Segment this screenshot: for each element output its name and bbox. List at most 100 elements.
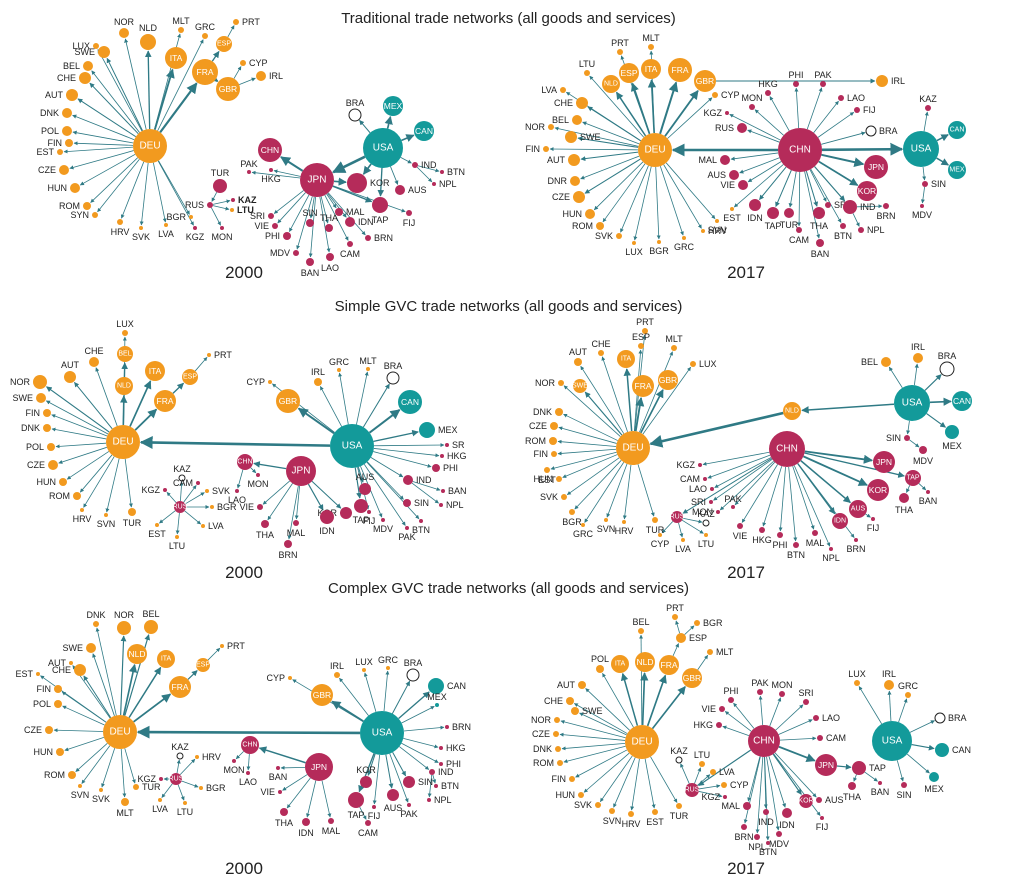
- node-label-nld: NLD: [128, 649, 145, 659]
- node-label-bgr: BGR: [562, 517, 582, 527]
- node-label-ban: BAN: [919, 496, 938, 506]
- node-label-can: CAN: [447, 681, 466, 691]
- node-label-deu: DEU: [109, 727, 130, 738]
- node-gbr: [276, 389, 300, 413]
- edge-DEU-BGR: [655, 166, 661, 240]
- edge-DEU-NLD: [144, 50, 152, 130]
- edge-USA-TAP: [377, 167, 385, 197]
- node-label-tap: TAP: [372, 215, 389, 225]
- node-svk: [99, 788, 103, 792]
- node-label-usa: USA: [911, 144, 932, 155]
- node-mlt: [648, 44, 654, 50]
- edge-RUS-LVA: [161, 783, 173, 798]
- node-label-lao: LAO: [228, 495, 246, 505]
- node-label-rus: RUS: [169, 776, 184, 783]
- node-jpn: [815, 754, 837, 776]
- edge-USA-MEX: [373, 429, 419, 443]
- node-ltu: [699, 761, 705, 767]
- node-label-prt: PRT: [242, 17, 260, 27]
- edge-USA-KAZ: [923, 111, 929, 132]
- node-label-bgr: BGR: [166, 212, 186, 222]
- edge-DEU-ROM: [90, 157, 138, 203]
- edge-DEU-FRA: [133, 693, 172, 723]
- year-label-simple-2000: 2000: [225, 563, 263, 582]
- node-vie: [272, 223, 278, 229]
- node-usa: [894, 385, 930, 421]
- node-sri: [803, 699, 809, 705]
- edge-CHN-PAK: [806, 87, 823, 130]
- node-ind: [412, 162, 418, 168]
- node-label-tap: TAP: [906, 475, 919, 482]
- edge-GBR-MLT: [697, 654, 709, 671]
- node-label-bel: BEL: [632, 617, 649, 627]
- node-label-can: CAN: [415, 126, 433, 136]
- node-dnr: [570, 176, 580, 186]
- edge-JPN-BRN: [327, 192, 366, 236]
- node-lux: [122, 330, 128, 336]
- edge-USA-MEX: [906, 753, 930, 774]
- node-ind: [843, 200, 857, 214]
- node-jpn: [286, 456, 316, 486]
- edge-DEU-ITA: [128, 666, 162, 719]
- node-label-bel: BEL: [118, 351, 131, 358]
- node-aut: [64, 371, 76, 383]
- edge-CHN-FIJ: [817, 111, 855, 138]
- node-label-gbr: GBR: [683, 673, 701, 683]
- node-label-vie: VIE: [720, 180, 735, 190]
- node-label-hun: HUN: [534, 474, 554, 484]
- edge-RUS-LVA: [697, 774, 711, 786]
- edge-CHN-MON: [250, 467, 257, 474]
- node-bra: [348, 108, 362, 122]
- node-lva: [710, 769, 716, 775]
- node-label-pol: POL: [26, 442, 44, 452]
- node-lux: [632, 241, 636, 245]
- node-npl: [754, 834, 760, 840]
- year-label-simple-2017: 2017: [727, 563, 765, 582]
- node-can: [935, 743, 949, 757]
- node-tha: [899, 493, 909, 503]
- node-label-lux: LUX: [699, 359, 717, 369]
- node-esp: [619, 63, 639, 83]
- node-label-btn: BTN: [787, 550, 805, 560]
- edge-GBR-IRL: [239, 77, 256, 85]
- node-label-rus: RUS: [173, 504, 188, 511]
- node-label-bra: BRA: [404, 658, 423, 668]
- node-kgz: [698, 463, 702, 467]
- edge-USA-AUS: [390, 166, 399, 185]
- node-vie: [257, 504, 263, 510]
- node-ltu: [175, 535, 179, 539]
- node-label-pol: POL: [33, 699, 51, 709]
- node-label-cze: CZE: [38, 165, 56, 175]
- node-label-cam: CAM: [680, 474, 700, 484]
- edge-CHN-RUS: [698, 749, 752, 786]
- node-label-brn: BRN: [876, 211, 895, 221]
- node-label-fin: FIN: [526, 144, 541, 154]
- node-label-esp: ESP: [632, 332, 650, 342]
- node-fij: [406, 210, 412, 216]
- node-kor: [799, 794, 813, 808]
- simple-gvc-title: Simple GVC trade networks (all goods and…: [334, 298, 683, 315]
- node-label-aus: AUS: [356, 472, 375, 482]
- node-label-bgr: BGR: [649, 246, 669, 256]
- node-mal: [293, 520, 299, 526]
- edge-CHN-THA: [805, 170, 819, 207]
- edge-USA-MLT: [356, 371, 369, 425]
- edge-DEU-HRV: [120, 161, 145, 219]
- node-label-phi: PHI: [788, 70, 803, 80]
- node-hrv: [117, 219, 123, 225]
- edge-DEU-NLD: [640, 672, 649, 726]
- edge-DEU-ITA: [153, 68, 175, 130]
- simple-2000-edges: [45, 336, 445, 540]
- edge-CHN-IND: [814, 166, 846, 202]
- node-label-fin: FIN: [552, 774, 567, 784]
- node-prt: [672, 614, 678, 620]
- node-ltu: [584, 70, 590, 76]
- node-label-fin: FIN: [534, 449, 549, 459]
- node-mlt: [121, 798, 129, 806]
- edge-ESP-PRT: [194, 356, 208, 372]
- node-bgr: [210, 505, 214, 509]
- node-esp: [196, 658, 210, 672]
- node-label-kor: KOR: [370, 178, 390, 188]
- node-pak: [407, 803, 411, 807]
